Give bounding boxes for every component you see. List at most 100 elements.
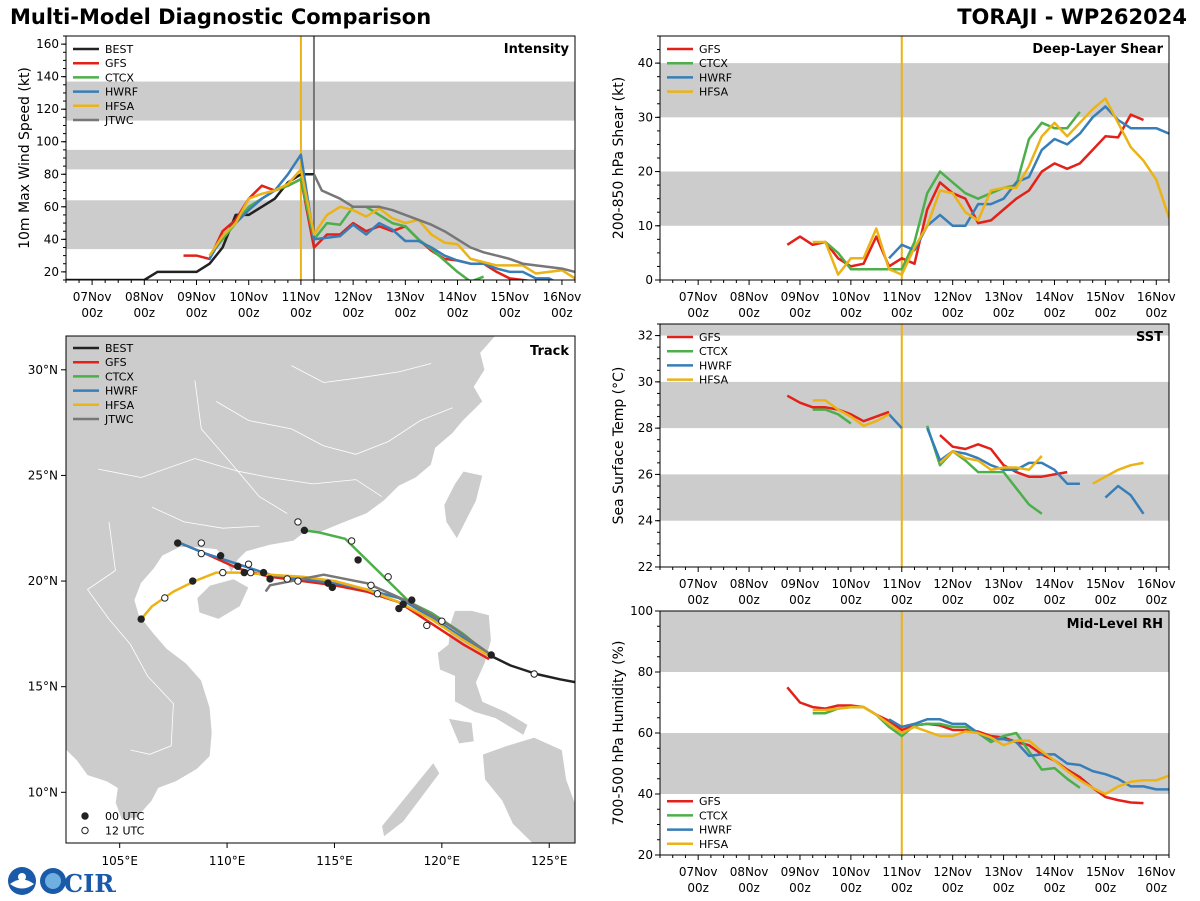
shear-xtick-label: 15Nov 00z bbox=[1086, 290, 1125, 320]
palawan-island bbox=[381, 762, 441, 838]
intensity-xtick-label: 13Nov 00z bbox=[386, 290, 425, 320]
track-marker-12utc bbox=[294, 577, 302, 585]
shear-legend-label: GFS bbox=[699, 43, 721, 56]
shear-xtick-label-line: 00z bbox=[789, 306, 811, 320]
shear-xtick-label: 09Nov 00z bbox=[781, 290, 820, 320]
rh-xtick-label-line: 00z bbox=[993, 881, 1015, 895]
track-ytick-label: 30°N bbox=[28, 363, 58, 377]
track-xtick-label: 115°E bbox=[316, 854, 353, 868]
rh-xtick-label-line: 00z bbox=[942, 881, 964, 895]
rh-xtick-label-line: 07Nov bbox=[679, 865, 718, 879]
cira-logo-text: CIRA bbox=[64, 869, 116, 897]
track-legend-label: GFS bbox=[105, 356, 127, 369]
shear-xtick-label-line: 08Nov bbox=[730, 290, 769, 304]
sst-xtick-label: 11Nov 00z bbox=[882, 577, 921, 607]
shear-title: Deep-Layer Shear bbox=[1032, 42, 1163, 57]
rh-title: Mid-Level RH bbox=[1067, 617, 1163, 632]
track-marker-00utc bbox=[408, 596, 416, 604]
track-marker-00utc bbox=[137, 615, 145, 623]
rh-series-group bbox=[786, 686, 1169, 805]
shear-xtick-label: 10Nov 00z bbox=[832, 290, 871, 320]
sst-xtick-label-line: 09Nov bbox=[781, 577, 820, 591]
sst-series-ctcx bbox=[812, 408, 852, 425]
sst-xtick-label: 09Nov 00z bbox=[781, 577, 820, 607]
sst-legend-label: HFSA bbox=[699, 374, 729, 387]
intensity-xtick-label-line: 07Nov bbox=[73, 290, 112, 304]
sst-xtick-label: 16Nov 00z bbox=[1137, 577, 1176, 607]
sst-xtick-label-line: 00z bbox=[891, 593, 913, 607]
sst-legend-label: GFS bbox=[699, 331, 721, 344]
track-marker-00utc bbox=[240, 568, 248, 577]
track-marker-12utc bbox=[294, 518, 302, 526]
intensity-ytick-label: 40 bbox=[44, 232, 59, 246]
province-border bbox=[151, 506, 260, 529]
shear-ytick-label: 40 bbox=[638, 56, 653, 70]
shear-ytick-label: 30 bbox=[638, 110, 653, 124]
shear-series-ctcx bbox=[824, 111, 1081, 271]
sst-xtick-label-line: 00z bbox=[993, 593, 1015, 607]
intensity-xtick-label: 12Nov 00z bbox=[334, 290, 373, 320]
intensity-xtick-label-line: 12Nov bbox=[334, 290, 373, 304]
shear-xtick-label: 14Nov 00z bbox=[1035, 290, 1074, 320]
intensity-xtick-label: 11Nov 00z bbox=[282, 290, 321, 320]
sst-legend-label: HWRF bbox=[699, 359, 732, 372]
track-series-jtwc bbox=[264, 573, 492, 657]
track-marker-12utc bbox=[530, 670, 538, 678]
shear-band bbox=[660, 171, 1169, 226]
storm-title: TORAJI - WP262024 bbox=[957, 5, 1187, 29]
sst-xtick-label-line: 00z bbox=[738, 593, 760, 607]
visayas-mindanao-islands bbox=[482, 737, 575, 843]
track-marker-12utc bbox=[373, 590, 382, 598]
rh-series-hwrf bbox=[888, 718, 1169, 791]
rh-xtick-label: 14Nov 00z bbox=[1035, 865, 1074, 895]
intensity-xtick-label-line: 14Nov bbox=[438, 290, 477, 304]
shear-ytick-label: 0 bbox=[645, 273, 653, 287]
rh-xtick-label-line: 15Nov bbox=[1086, 865, 1125, 879]
sst-xtick-label: 12Nov 00z bbox=[933, 577, 972, 607]
intensity-xtick-label-line: 00z bbox=[499, 306, 521, 320]
sst-band bbox=[660, 381, 1169, 429]
rh-xtick-label-line: 14Nov bbox=[1035, 865, 1074, 879]
mainland-landmass bbox=[66, 336, 496, 821]
intensity-xtick-label-line: 16Nov bbox=[543, 290, 582, 304]
shear-xtick-label-line: 00z bbox=[891, 306, 913, 320]
shear-xtick-label-line: 00z bbox=[840, 306, 862, 320]
track-marker-12utc bbox=[384, 573, 392, 581]
sst-band bbox=[660, 324, 1169, 336]
track-marker-00utc bbox=[234, 562, 242, 570]
track-xtick-label: 105°E bbox=[101, 854, 138, 868]
shear-xtick-label-line: 00z bbox=[738, 306, 760, 320]
sst-xtick-label-line: 12Nov bbox=[933, 577, 972, 591]
rh-xtick-label-line: 00z bbox=[789, 881, 811, 895]
rh-xtick-label-line: 00z bbox=[891, 881, 913, 895]
sst-ylabel: Sea Surface Temp (°C) bbox=[611, 367, 627, 525]
shear-xtick-label: 16Nov 00z bbox=[1137, 290, 1176, 320]
shear-series-group bbox=[786, 97, 1169, 276]
shear-xtick-label-line: 12Nov bbox=[933, 290, 972, 304]
track-marker-12utc bbox=[197, 539, 206, 547]
intensity-legend-label: CTCX bbox=[105, 71, 134, 84]
sst-xtick-label-line: 10Nov bbox=[832, 577, 871, 591]
intensity-series-hfsa bbox=[208, 168, 575, 280]
rh-xtick-label: 09Nov 00z bbox=[781, 865, 820, 895]
track-marker-00utc bbox=[189, 577, 197, 585]
intensity-series-group bbox=[66, 153, 575, 280]
track-marker-00utc bbox=[399, 600, 407, 608]
intensity-xtick-label-line: 11Nov bbox=[282, 290, 321, 304]
rh-ytick-label: 40 bbox=[638, 787, 653, 801]
shear-xtick-label-line: 00z bbox=[1095, 306, 1117, 320]
track-series-best bbox=[488, 653, 575, 684]
rh-xtick-label-line: 00z bbox=[1095, 881, 1117, 895]
track-series-hfsa bbox=[140, 571, 492, 659]
track-map-group bbox=[66, 336, 575, 843]
rh-xtick-label: 08Nov 00z bbox=[730, 865, 769, 895]
intensity-xtick-label: 09Nov 00z bbox=[177, 290, 216, 320]
intensity-xtick-label-line: 09Nov bbox=[177, 290, 216, 304]
shear-xtick-label: 12Nov 00z bbox=[933, 290, 972, 320]
track-xtick-label: 110°E bbox=[209, 854, 246, 868]
sst-series-hwrf bbox=[888, 413, 903, 429]
